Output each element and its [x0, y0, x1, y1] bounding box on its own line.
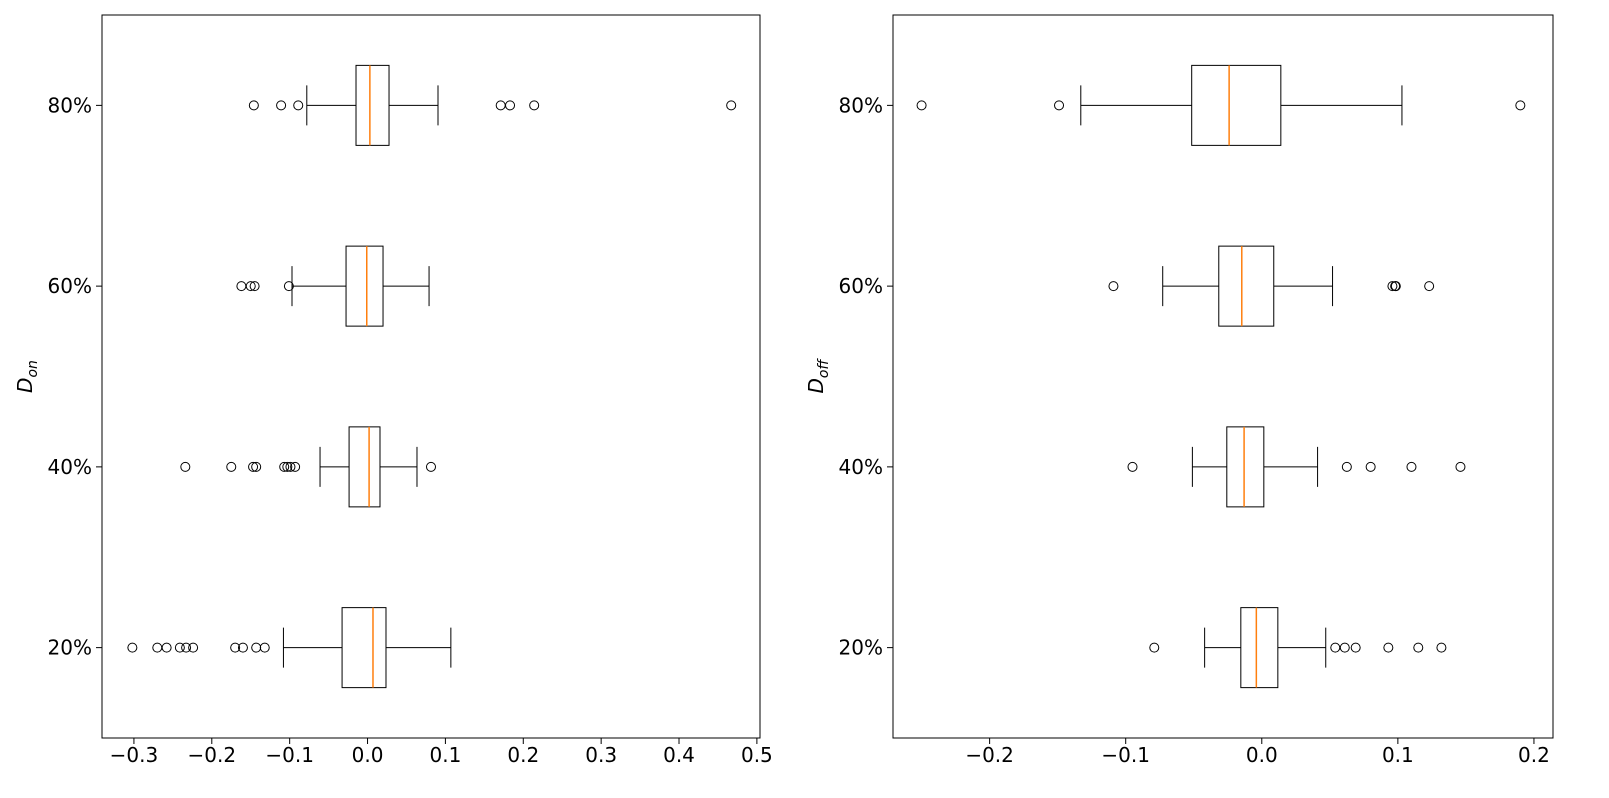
flier [1515, 100, 1526, 111]
flier [259, 642, 270, 653]
flier [1406, 461, 1417, 472]
box [355, 64, 390, 146]
flier [290, 461, 301, 472]
flier [249, 281, 260, 292]
flier [1413, 642, 1424, 653]
y-axis-label-sub: on [25, 360, 41, 377]
y-axis-label: Doff [804, 358, 832, 394]
y-axis-label-main: D [804, 378, 828, 393]
x-tick-label: −0.2 [188, 743, 237, 767]
flier [127, 642, 138, 653]
x-tick-label: −0.2 [965, 743, 1014, 767]
box [1191, 64, 1282, 146]
flier [236, 281, 247, 292]
y-tick-label: 60% [48, 274, 92, 298]
flier [1390, 281, 1401, 292]
flier [279, 461, 290, 472]
flier [248, 461, 259, 472]
flier [276, 100, 287, 111]
y-tick-label: 40% [839, 455, 883, 479]
flier [1127, 461, 1138, 472]
flier [180, 461, 191, 472]
flier [1149, 642, 1160, 653]
box [345, 245, 384, 327]
flier [1339, 642, 1350, 653]
flier [426, 461, 436, 472]
box [341, 607, 387, 689]
flier [181, 642, 192, 653]
x-tick-label: 0.1 [1382, 743, 1414, 767]
flier [1387, 281, 1398, 292]
flier [1054, 100, 1065, 111]
flier [1436, 642, 1447, 653]
box [348, 426, 381, 508]
flier [1108, 281, 1119, 292]
flier [174, 642, 185, 653]
flier [916, 100, 927, 111]
flier [283, 281, 294, 292]
x-tick-label: 0.2 [1518, 743, 1550, 767]
y-tick-label: 60% [839, 274, 883, 298]
y-tick-label: 80% [839, 93, 883, 117]
y-tick-label: 20% [839, 636, 883, 660]
y-axis-label-sub: off [816, 358, 832, 379]
x-tick-label: 0.0 [352, 743, 384, 767]
y-tick-label: 20% [48, 636, 92, 660]
plot-area [892, 14, 1554, 739]
flier [1330, 642, 1341, 653]
y-tick-label: 40% [48, 455, 92, 479]
x-tick-label: −0.3 [110, 743, 159, 767]
flier [237, 642, 248, 653]
flier [226, 461, 237, 472]
x-tick-label: −0.1 [1101, 743, 1150, 767]
plot-area [101, 14, 761, 739]
x-tick-label: 0.3 [585, 743, 617, 767]
x-tick-label: 0.0 [1246, 743, 1278, 767]
y-axis-label: Don [13, 360, 41, 393]
y-tick-label: 80% [48, 93, 92, 117]
x-tick-label: 0.1 [429, 743, 461, 767]
flier [529, 100, 540, 111]
flier [282, 461, 293, 472]
flier [1341, 461, 1352, 472]
box [1218, 245, 1275, 327]
flier [230, 642, 241, 653]
flier [161, 642, 172, 653]
flier [1424, 281, 1435, 292]
x-tick-label: 0.2 [507, 743, 539, 767]
flier [188, 642, 199, 653]
box [1240, 607, 1279, 689]
flier [1455, 461, 1466, 472]
x-tick-label: 0.5 [741, 743, 773, 767]
flier [505, 100, 516, 111]
flier [245, 281, 256, 292]
y-axis-label-main: D [13, 378, 37, 393]
flier [251, 461, 262, 472]
box [1226, 426, 1265, 508]
flier [1350, 642, 1361, 653]
flier [495, 100, 506, 111]
flier [285, 461, 296, 472]
flier [1365, 461, 1376, 472]
flier [248, 100, 259, 111]
x-tick-label: 0.4 [663, 743, 695, 767]
flier [293, 100, 304, 111]
flier [726, 100, 737, 111]
flier [152, 642, 163, 653]
flier [1383, 642, 1394, 653]
flier [251, 642, 262, 653]
x-tick-label: −0.1 [265, 743, 314, 767]
